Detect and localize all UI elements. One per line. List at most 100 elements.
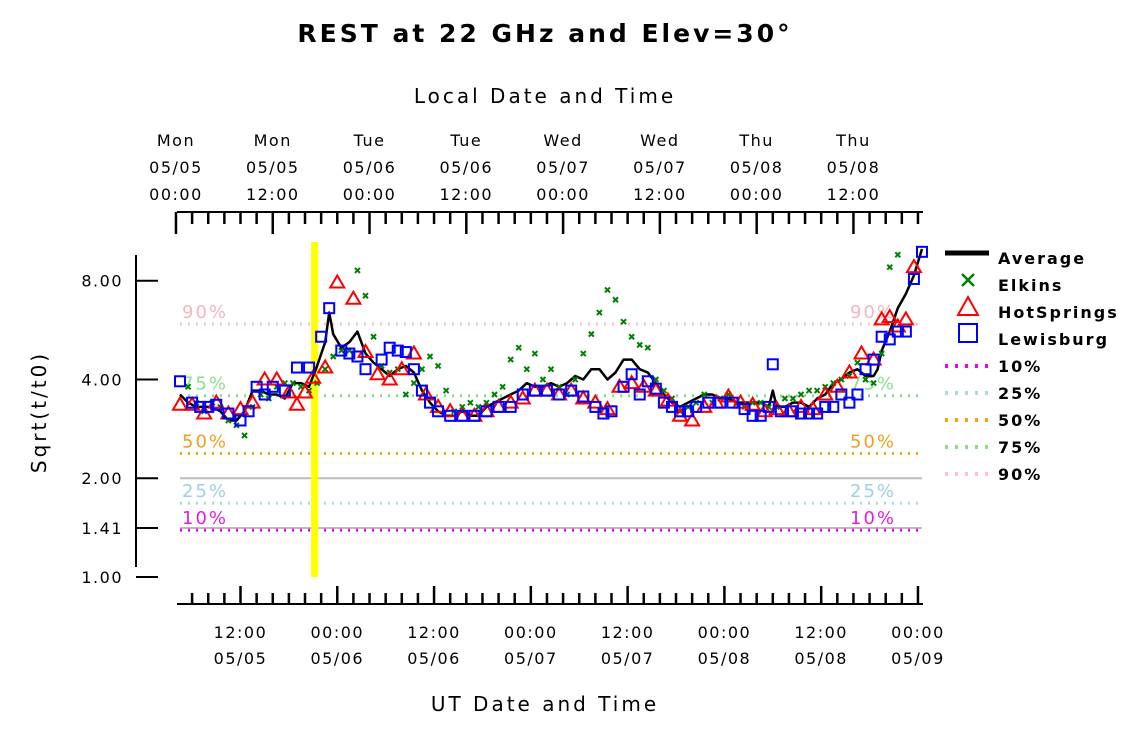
elkins-point [628, 333, 635, 340]
lewisburg-point [504, 400, 517, 413]
y-tick-label: 8.00 [81, 272, 123, 291]
hotsprings-point [514, 389, 532, 405]
elkins-point [338, 347, 345, 354]
legend-label: 10% [998, 357, 1042, 376]
top-tick-day: Thu [738, 131, 774, 150]
elkins-point [410, 379, 418, 387]
lewisburg-point [633, 388, 646, 401]
series-lewisburg [174, 245, 928, 427]
percentile-label-right-4: 90% [850, 302, 896, 323]
hotsprings-point [647, 381, 665, 397]
bottom-tick-time: 12:00 [214, 623, 268, 642]
percentile-label-left-2: 50% [182, 431, 228, 452]
lewisburg-point [605, 405, 618, 418]
top-tick-time: 00:00 [149, 185, 203, 204]
series-hotsprings [171, 258, 923, 427]
bottom-tick-date: 05/07 [601, 649, 655, 668]
lewisburg-point [343, 347, 356, 360]
lewisburg-point [891, 325, 904, 338]
bottom-tick-time: 00:00 [891, 623, 945, 642]
lewisburg-point [795, 407, 808, 420]
bottom-tick-date: 05/07 [504, 649, 558, 668]
hotsprings-point [171, 395, 189, 411]
percentile-label-left-3: 75% [182, 374, 228, 395]
percentile-label-left-0: 10% [182, 508, 228, 529]
lewisburg-point [234, 414, 247, 427]
elkins-point [547, 365, 555, 373]
elkins-point [797, 391, 805, 398]
elkins-point [870, 379, 877, 387]
legend-x-icon [961, 273, 975, 287]
top-tick-date: 05/06 [440, 158, 494, 177]
y-tick-label: 4.00 [81, 370, 123, 389]
bottom-tick-time: 00:00 [310, 623, 364, 642]
bottom-tick-date: 05/06 [407, 649, 461, 668]
lewisburg-point [335, 344, 348, 357]
lewisburg-point [754, 409, 767, 422]
lewisburg-point [480, 405, 493, 418]
elkins-point [805, 387, 813, 394]
lewisburg-point [589, 400, 602, 413]
elkins-point [854, 359, 861, 366]
lewisburg-point [359, 363, 372, 376]
lewisburg-point [456, 409, 469, 422]
hotsprings-point [380, 370, 399, 386]
elkins-point [596, 309, 603, 316]
lewisburg-point [391, 344, 404, 357]
lewisburg-point [875, 330, 888, 343]
hotsprings-point [296, 383, 314, 399]
hotsprings-point [816, 385, 834, 401]
percentile-label-left-4: 90% [182, 302, 228, 323]
hotsprings-point [328, 273, 347, 289]
top-tick-date: 05/07 [633, 158, 687, 177]
percentile-label-right-2: 50% [850, 431, 896, 452]
hotsprings-point [683, 411, 701, 427]
hotsprings-point [255, 370, 274, 386]
plot-area [171, 242, 928, 577]
lewisburg-point [577, 390, 590, 403]
elkins-point [434, 362, 442, 370]
lewisburg-point [714, 396, 727, 409]
bottom-tick-date: 05/09 [891, 649, 945, 668]
lewisburg-point [617, 380, 630, 393]
bottom-tick-date: 05/08 [794, 649, 848, 668]
hotsprings-point [840, 363, 859, 379]
elkins-point [321, 365, 329, 373]
lewisburg-point [835, 388, 848, 401]
lewisburg-point [492, 400, 505, 413]
x-axis-label: UT Date and Time [431, 692, 659, 716]
top-tick-day: Mon [157, 131, 195, 150]
bottom-tick-date: 05/05 [214, 649, 268, 668]
hotsprings-point [288, 395, 306, 411]
elkins-point [878, 350, 885, 357]
lewisburg-point [210, 398, 223, 411]
top-tick-date: 05/08 [827, 158, 881, 177]
legend-item-average: Average [945, 249, 1084, 268]
legend-item-percentile-2: 50% [945, 411, 1040, 430]
elkins-point [620, 318, 627, 325]
lewisburg-point [899, 325, 912, 338]
top-tick-date: 05/05 [149, 158, 203, 177]
lewisburg-point [674, 405, 687, 418]
y-tick-label: 1.41 [81, 519, 123, 538]
top-tick-date: 05/06 [343, 158, 397, 177]
elkins-point [644, 344, 651, 351]
top-tick-day: Tue [449, 131, 482, 150]
elkins-point [426, 353, 434, 360]
elkins-point [701, 391, 708, 398]
elkins-point [491, 391, 498, 398]
elkins-point [467, 399, 474, 406]
elkins-point [418, 365, 426, 373]
top-tick-time: 12:00 [633, 185, 687, 204]
elkins-point [652, 376, 660, 383]
lewisburg-point [916, 245, 928, 258]
elkins-point [330, 353, 337, 360]
elkins-point [660, 387, 668, 394]
top-tick-day: Wed [640, 131, 679, 150]
lewisburg-point [222, 407, 235, 420]
lewisburg-point [702, 396, 715, 409]
hotsprings-point [280, 383, 298, 399]
hotsprings-point [393, 360, 411, 376]
lewisburg-point [811, 407, 824, 420]
elkins-point [515, 344, 522, 351]
